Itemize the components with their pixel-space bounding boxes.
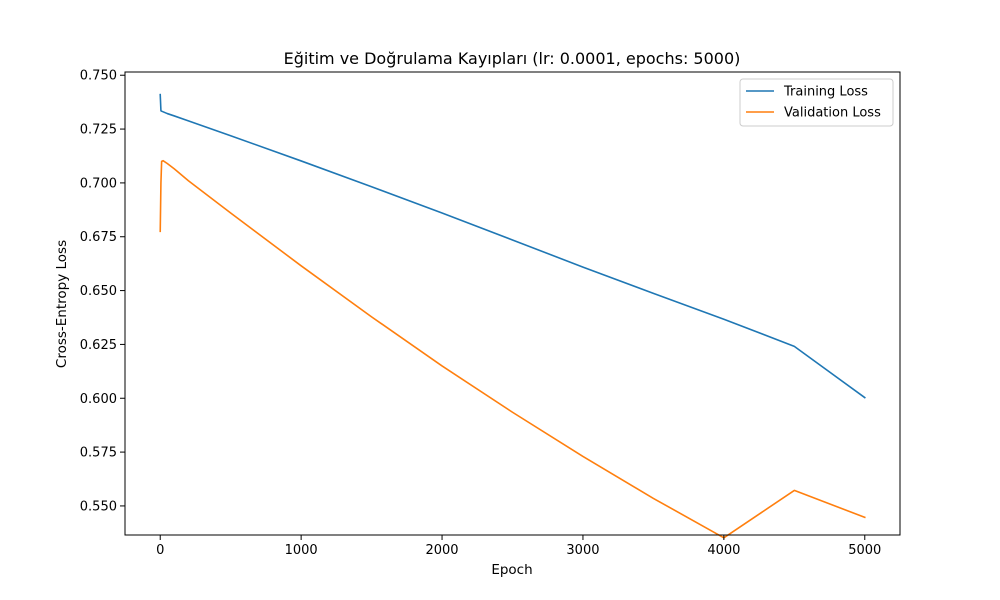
x-tick-label: 3000: [566, 543, 599, 558]
training-loss-line: [159, 93, 866, 399]
y-tick-label: 0.750: [80, 69, 117, 84]
plot-frame: [124, 71, 901, 536]
legend-label: Training Loss: [783, 85, 868, 100]
chart-title: Eğitim ve Doğrulama Kayıpları (lr: 0.000…: [284, 49, 741, 68]
y-axis: 0.550 0.575 0.600 0.625 0.650 0.675 0.700 0.725…: [80, 69, 125, 514]
x-axis-label: Epoch: [491, 562, 532, 578]
x-tick-label: 2000: [425, 543, 458, 558]
y-tick-label: 0.675: [80, 230, 117, 245]
x-axis: 0 1000 2000 3000 4000 5000: [156, 535, 881, 558]
x-tick-label: 5000: [848, 543, 881, 558]
validation-loss-line: [159, 159, 866, 539]
y-tick-label: 0.700: [80, 176, 117, 191]
y-axis-label: Cross-Entropy Loss: [54, 240, 70, 368]
y-tick-label: 0.625: [80, 338, 117, 353]
x-tick-label: 0: [156, 543, 164, 558]
x-tick-label: 4000: [707, 543, 740, 558]
legend-label: Validation Loss: [784, 106, 881, 121]
x-tick-label: 1000: [285, 543, 318, 558]
y-tick-label: 0.725: [80, 123, 117, 138]
legend-box: [739, 78, 894, 127]
series-layer: [159, 93, 866, 539]
legend: Training Loss Validation Loss: [739, 78, 894, 127]
y-tick-label: 0.650: [80, 284, 117, 299]
y-tick-label: 0.550: [80, 499, 117, 514]
y-tick-label: 0.575: [80, 446, 117, 461]
y-tick-label: 0.600: [80, 392, 117, 407]
